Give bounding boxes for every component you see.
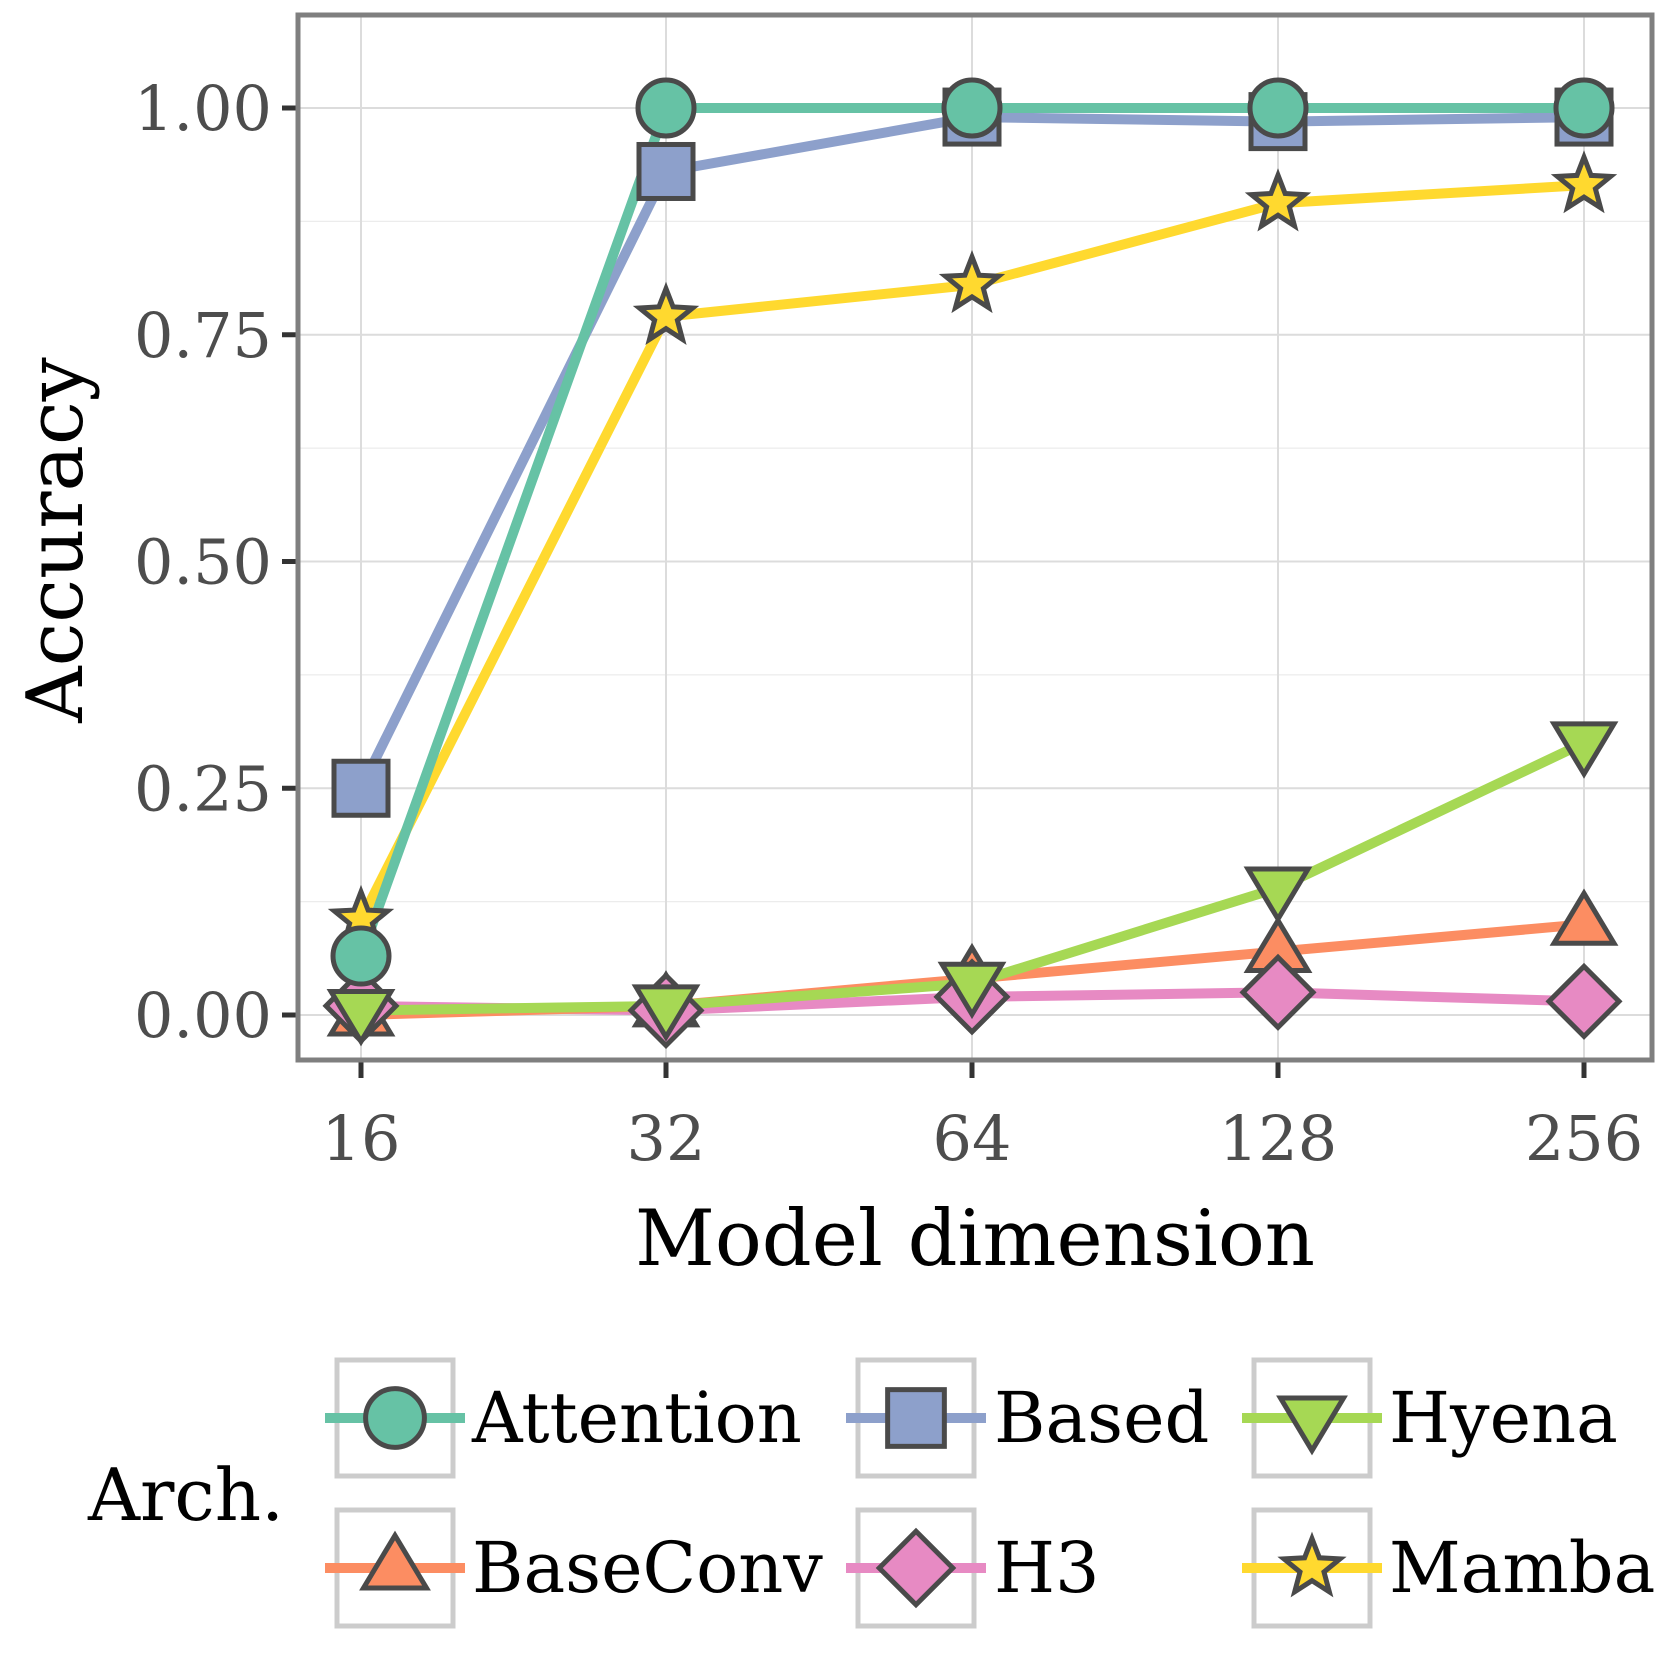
x-axis-title: Model dimension (635, 1194, 1315, 1284)
x-axis-ticks: 16 32 64 128 256 (322, 1060, 1643, 1175)
x-tick-label: 64 (933, 1102, 1012, 1175)
grid-lines (298, 15, 1652, 1060)
legend-marker-hyena (1276, 1395, 1348, 1456)
y-tick-label: 0.25 (134, 752, 272, 825)
marker-attention (1247, 77, 1309, 139)
legend-label: Attention (471, 1377, 802, 1459)
marker-attention (941, 77, 1003, 139)
y-tick-label: 0.00 (134, 979, 272, 1052)
plot-panel-border (295, 12, 1655, 1063)
y-tick-label: 0.75 (134, 299, 272, 372)
legend-label: Hyena (1389, 1377, 1618, 1459)
marker-based (636, 141, 696, 201)
series-markers (322, 77, 1623, 1050)
marker-baseconv (1549, 888, 1619, 946)
x-tick-label: 32 (627, 1102, 706, 1175)
legend-marker-attention (363, 1386, 427, 1450)
marker-hyena (631, 984, 701, 1042)
marker-h3 (1239, 953, 1317, 1031)
marker-mamba (1244, 168, 1312, 232)
marker-hyena (937, 961, 1007, 1020)
legend-title: Arch. (87, 1453, 284, 1537)
marker-attention (330, 925, 392, 987)
legend-marker-mamba (1277, 1531, 1347, 1598)
legend-marker-based (885, 1387, 947, 1449)
x-tick-label: 256 (1525, 1102, 1643, 1175)
y-tick-label: 0.50 (134, 526, 272, 599)
marker-h3 (1545, 962, 1623, 1040)
legend: Arch. Attention Based Hyena BaseConv H3 Mamba (87, 1357, 1655, 1629)
legend-label: H3 (994, 1527, 1100, 1609)
marker-mamba (632, 281, 700, 345)
marker-attention (1553, 77, 1615, 139)
marker-based (331, 758, 391, 818)
y-tick-label: 1.00 (134, 72, 272, 145)
x-tick-label: 16 (322, 1102, 401, 1175)
legend-label: BaseConv (472, 1527, 823, 1609)
legend-label: Based (994, 1377, 1209, 1459)
marker-hyena (326, 988, 396, 1047)
legend-label: Mamba (1389, 1527, 1655, 1609)
marker-mamba (938, 249, 1006, 314)
marker-mamba (1550, 150, 1618, 214)
marker-hyena (1243, 866, 1313, 924)
legend-marker-baseconv (359, 1530, 431, 1591)
x-tick-label: 128 (1219, 1102, 1337, 1175)
y-axis-title: Accuracy (11, 357, 101, 723)
legend-marker-h3 (875, 1527, 957, 1609)
y-axis-ticks: 0.00 0.25 0.50 0.75 1.00 (134, 72, 298, 1052)
marker-attention (635, 77, 697, 139)
marker-hyena (1549, 721, 1619, 779)
